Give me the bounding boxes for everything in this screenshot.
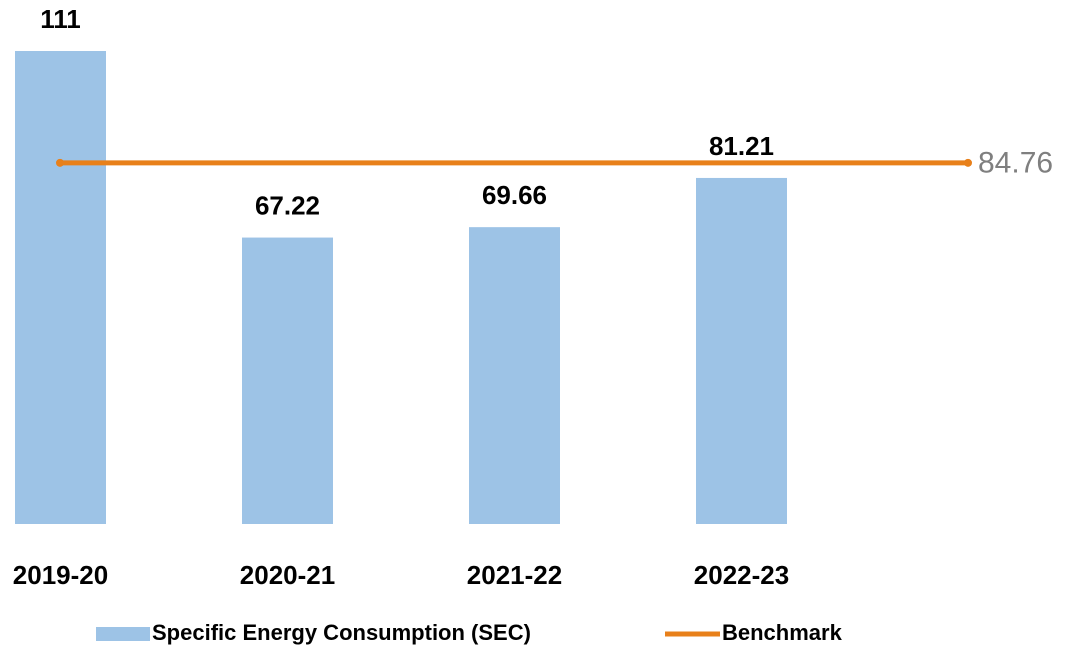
benchmark-end	[964, 158, 972, 167]
legend-swatch	[96, 627, 150, 641]
bar	[469, 227, 560, 525]
data-label: 67.22	[255, 190, 320, 220]
benchmark-end	[56, 158, 64, 167]
data-label: 81.21	[709, 131, 774, 161]
legend-label: Benchmark	[722, 620, 843, 645]
bar	[696, 177, 787, 524]
data-label: 111	[40, 4, 81, 34]
x-tick-label: 2020-21	[240, 560, 335, 590]
benchmark-label: 84.76	[978, 147, 1053, 180]
x-tick-label: 2021-22	[467, 560, 562, 590]
legend-label: Specific Energy Consumption (SEC)	[152, 620, 531, 645]
bar	[242, 237, 333, 524]
bar	[15, 51, 106, 524]
x-tick-label: 2022-23	[694, 560, 789, 590]
data-label: 69.66	[482, 180, 547, 210]
x-tick-label: 2019-20	[13, 560, 108, 590]
